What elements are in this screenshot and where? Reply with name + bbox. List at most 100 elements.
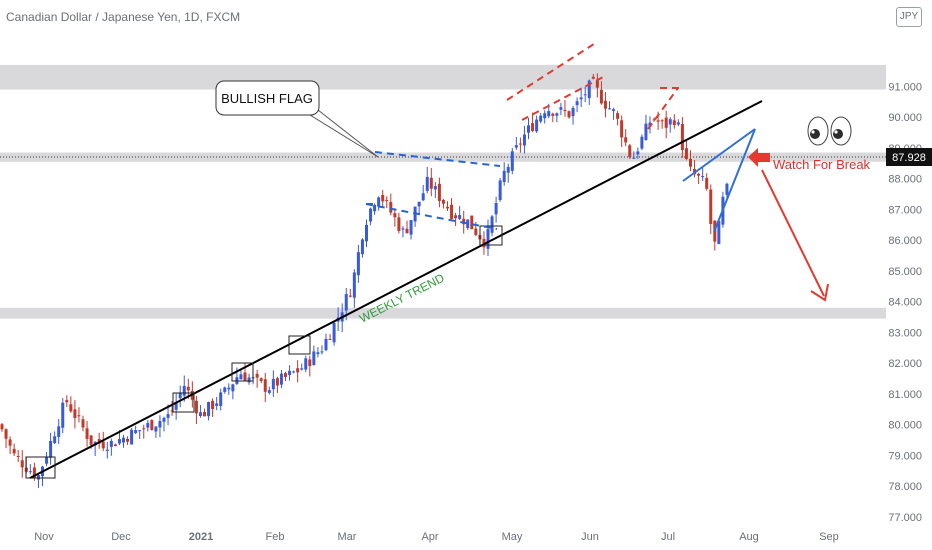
candle-body (664, 117, 668, 128)
candle-body (122, 437, 125, 443)
candle-body (680, 123, 684, 151)
x-tick-label: May (502, 531, 523, 543)
trend-touch-box (25, 456, 56, 479)
candle-body (494, 202, 498, 215)
candle-body (348, 295, 352, 297)
x-tick-label: Dec (111, 531, 131, 543)
candle-body (652, 119, 656, 121)
candle-body (304, 358, 308, 370)
candle-body (101, 441, 105, 449)
candle-body (292, 371, 296, 373)
candle-body (57, 426, 61, 437)
candle-body (498, 180, 502, 200)
x-tick-label: Nov (34, 531, 54, 543)
candle-body (628, 145, 632, 157)
candle-body (69, 404, 73, 412)
candle-body (267, 390, 271, 393)
candle-body (105, 449, 109, 451)
candle-body (401, 228, 405, 230)
y-tick-label: 82.000 (888, 358, 922, 370)
candle-body (239, 374, 243, 380)
candle-body (207, 402, 211, 417)
candle-body (409, 220, 413, 235)
candle-body (640, 136, 644, 149)
candle-body (12, 448, 16, 454)
break-arrow-icon (748, 148, 770, 167)
candle-body (672, 120, 676, 126)
y-tick-label: 83.000 (888, 327, 922, 339)
candle-body (381, 194, 385, 202)
candle-body (660, 120, 664, 122)
candle-body (689, 158, 692, 167)
candle-body (36, 475, 40, 480)
candle-body (454, 215, 458, 219)
candle-body (219, 392, 223, 406)
candle-body (575, 101, 579, 106)
candle-body (697, 173, 701, 176)
candle-body (308, 359, 312, 366)
candle-body (522, 134, 526, 146)
candle-body (458, 215, 462, 219)
candle-body (539, 115, 543, 122)
candle-body (4, 429, 8, 439)
y-tick-label: 90.000 (888, 112, 922, 124)
currency-badge[interactable]: JPY (896, 7, 922, 27)
y-tick-label: 86.000 (888, 235, 922, 247)
last-price-tag (886, 148, 932, 166)
candle-body (65, 400, 69, 403)
candle-body (579, 97, 583, 100)
down-arrow-head (810, 283, 829, 302)
candle-body (77, 415, 81, 417)
candle-body (502, 170, 506, 183)
candle-body (231, 384, 235, 392)
candle-body (373, 204, 377, 212)
candle-body (182, 385, 186, 396)
candle-body (385, 200, 389, 202)
last-price-text: 87.928 (892, 152, 926, 164)
candle-body (717, 220, 721, 245)
candle-body (352, 272, 356, 298)
candle-body (676, 122, 680, 125)
candle-body (417, 201, 421, 207)
y-tick-label: 84.000 (888, 297, 922, 309)
candle-body (203, 412, 206, 417)
candle-body (563, 109, 567, 112)
candle-body (138, 430, 142, 432)
candle-body (113, 444, 117, 447)
wedge-lower-line (713, 128, 756, 233)
resistance-support-zone (0, 152, 886, 162)
candle-body (462, 218, 466, 225)
candle-body (705, 177, 709, 189)
candle-body (109, 440, 113, 447)
candle-body (620, 120, 624, 138)
candle-body (446, 206, 449, 209)
y-tick-label: 91.000 (888, 81, 922, 93)
candle-body (433, 186, 437, 190)
candle-body (344, 294, 348, 311)
candle-body (514, 145, 518, 148)
candle-body (117, 439, 121, 444)
candle-body (591, 76, 595, 79)
candle-body (89, 435, 93, 445)
watch-for-break-label: Watch For Break (773, 157, 871, 172)
candle-body (28, 471, 32, 473)
candle-body (142, 428, 146, 430)
y-tick-label: 80.000 (888, 420, 922, 432)
candle-body (81, 419, 85, 428)
candle-body (275, 378, 279, 386)
wedge-upper-line (682, 128, 756, 182)
candle-body (608, 108, 611, 110)
candle-body (709, 189, 713, 224)
resistance-support-zone (0, 307, 886, 319)
candle-body (612, 109, 616, 111)
candle-body (377, 197, 381, 207)
candle-body (567, 111, 571, 118)
candle-body (288, 370, 292, 376)
candle-body (158, 421, 162, 428)
candle-body (616, 113, 620, 119)
candle-body (324, 338, 328, 351)
x-tick-label: Feb (266, 531, 285, 543)
candle-body (320, 351, 324, 353)
trend-touch-box (231, 362, 254, 382)
y-tick-label: 79.000 (888, 450, 922, 462)
